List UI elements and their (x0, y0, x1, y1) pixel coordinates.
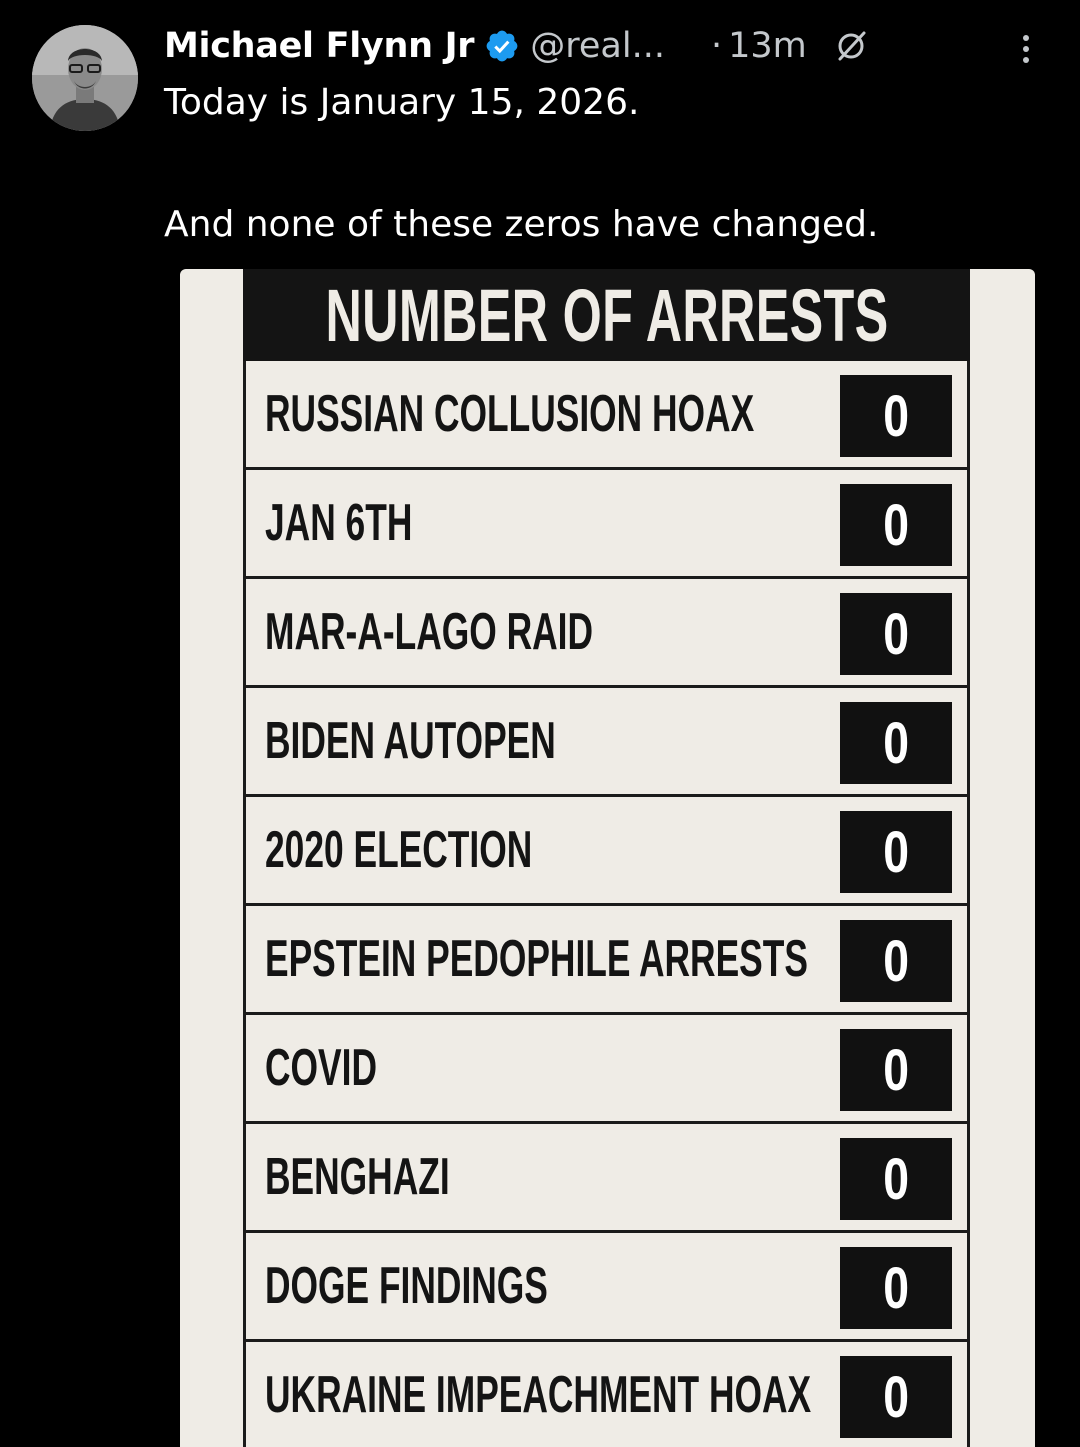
row-count-box: 0 (840, 1138, 952, 1220)
table-heading: NUMBER OF ARRESTS (243, 269, 970, 361)
tweet-text-line: Today is January 15, 2026. (164, 82, 640, 123)
table-row: DOGE FINDINGS 0 (243, 1233, 970, 1342)
row-count-box: 0 (840, 375, 952, 457)
row-count-box: 0 (840, 484, 952, 566)
row-count-box: 0 (840, 1247, 952, 1329)
row-count: 0 (883, 1037, 909, 1103)
separator-dot: · (710, 26, 723, 66)
avatar[interactable] (32, 25, 138, 131)
row-count: 0 (883, 819, 909, 885)
row-label: BIDEN AUTOPEN (265, 712, 556, 770)
row-count-box: 0 (840, 702, 952, 784)
row-label: BENGHAZI (265, 1148, 450, 1206)
row-count-box: 0 (840, 920, 952, 1002)
author-handle[interactable]: @real... (530, 26, 665, 66)
table-row: MAR-A-LAGO RAID 0 (243, 579, 970, 688)
row-count-box: 0 (840, 811, 952, 893)
row-count: 0 (883, 601, 909, 667)
row-label: DOGE FINDINGS (265, 1257, 548, 1315)
table-row: BENGHAZI 0 (243, 1124, 970, 1233)
row-count: 0 (883, 1364, 909, 1430)
row-label: JAN 6TH (265, 494, 413, 552)
row-count: 0 (883, 710, 909, 776)
row-count: 0 (883, 383, 909, 449)
row-label: 2020 ELECTION (265, 821, 533, 879)
row-label: RUSSIAN COLLUSION HOAX (265, 385, 755, 443)
timestamp[interactable]: 13m (728, 26, 807, 66)
row-label: MAR-A-LAGO RAID (265, 603, 594, 661)
tweet-header: Michael Flynn Jr @real... · 13m (164, 20, 1044, 72)
tweet-media-image[interactable]: NUMBER OF ARRESTS RUSSIAN COLLUSION HOAX… (180, 269, 1035, 1447)
tweet-text: Today is January 15, 2026. And none of t… (164, 80, 1044, 247)
table-row: JAN 6TH 0 (243, 470, 970, 579)
row-count-box: 0 (840, 1029, 952, 1111)
avatar-photo (32, 25, 138, 131)
row-count: 0 (883, 1255, 909, 1321)
table-row: COVID 0 (243, 1015, 970, 1124)
row-label: EPSTEIN PEDOPHILE ARRESTS (265, 930, 808, 988)
row-count: 0 (883, 928, 909, 994)
table-row: 2020 ELECTION 0 (243, 797, 970, 906)
verified-badge-icon (484, 28, 520, 64)
row-count: 0 (883, 1146, 909, 1212)
table-row: BIDEN AUTOPEN 0 (243, 688, 970, 797)
more-options-icon[interactable] (1014, 30, 1038, 70)
table-row: RUSSIAN COLLUSION HOAX 0 (243, 361, 970, 470)
tweet-text-line: And none of these zeros have changed. (164, 204, 879, 245)
row-count-box: 0 (840, 593, 952, 675)
row-label: UKRAINE IMPEACHMENT HOAX (265, 1366, 812, 1424)
row-label: COVID (265, 1039, 377, 1097)
author-name[interactable]: Michael Flynn Jr (164, 26, 475, 66)
row-count: 0 (883, 492, 909, 558)
table-heading-text: NUMBER OF ARRESTS (324, 273, 889, 357)
grok-icon[interactable] (833, 28, 869, 64)
row-count-box: 0 (840, 1356, 952, 1438)
table-row: EPSTEIN PEDOPHILE ARRESTS 0 (243, 906, 970, 1015)
table-row: UKRAINE IMPEACHMENT HOAX 0 (243, 1342, 970, 1447)
